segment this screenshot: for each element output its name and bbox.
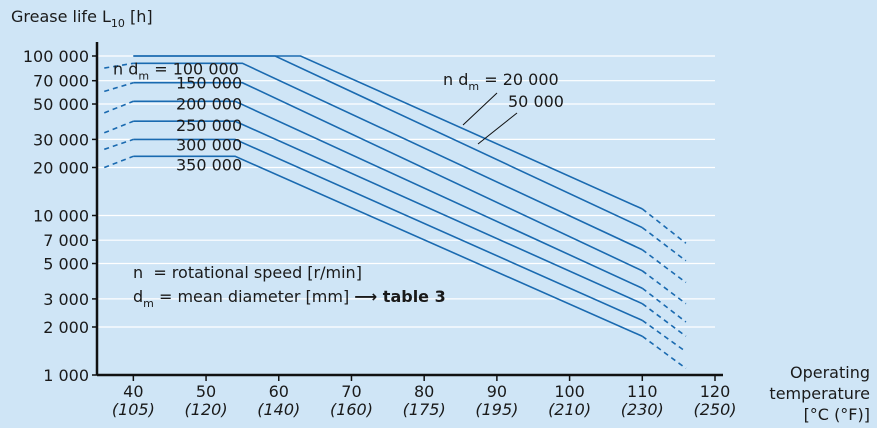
x-tick-label-fahrenheit: (250) bbox=[693, 400, 736, 419]
y-tick-label: 10 000 bbox=[33, 207, 89, 226]
series-label: 250 000 bbox=[176, 116, 242, 135]
series-extrapolation-dashed bbox=[641, 249, 687, 284]
y-tick-label: 30 000 bbox=[33, 130, 89, 149]
series-label: n dm = 100 000 bbox=[113, 59, 239, 82]
series-line bbox=[133, 138, 643, 322]
series-line bbox=[133, 155, 643, 337]
axes bbox=[95, 42, 723, 377]
x-tick-label: 100 bbox=[554, 382, 585, 401]
series-line bbox=[133, 81, 643, 272]
series-start-dashed bbox=[103, 120, 134, 134]
y-axis-title: Grease life L10 [h] bbox=[11, 7, 153, 30]
y-tick-label: 7 000 bbox=[43, 231, 89, 250]
x-axis-title-line1: Operating bbox=[790, 363, 870, 382]
y-tick-label: 2 000 bbox=[43, 318, 89, 337]
x-tick-label: 80 bbox=[414, 382, 434, 401]
series-line bbox=[133, 120, 643, 305]
note-mean-diameter: dm = mean diameter [mm] ⟶ table 3 bbox=[133, 287, 446, 310]
x-tick-label-fahrenheit: (160) bbox=[330, 400, 373, 419]
series-start-dashed bbox=[103, 155, 134, 169]
series-line bbox=[133, 62, 643, 251]
series-extrapolation-dashed bbox=[641, 226, 687, 262]
y-tick-label: 70 000 bbox=[33, 72, 89, 91]
x-tick-label-fahrenheit: (230) bbox=[621, 400, 664, 419]
x-tick-label-fahrenheit: (175) bbox=[403, 400, 446, 419]
series-line bbox=[133, 55, 643, 229]
series-extrapolation-dashed bbox=[641, 335, 687, 370]
series-extrapolation-dashed bbox=[641, 319, 687, 353]
series-label: 150 000 bbox=[176, 74, 242, 93]
series-start-dashed bbox=[104, 81, 134, 93]
note-rotational-speed: n = rotational speed [r/min] bbox=[133, 263, 362, 282]
x-tick-label: 40 bbox=[123, 382, 143, 401]
x-axis-title-line3: [°C (°F)] bbox=[804, 405, 870, 424]
x-tick-label-fahrenheit: (195) bbox=[475, 400, 518, 419]
x-tick-label: 70 bbox=[341, 382, 361, 401]
y-tick-labels: 1 000 2 000 3 000 5 000 7 000 10 000 20 000 30 … bbox=[23, 47, 97, 385]
series-label: 300 000 bbox=[176, 135, 242, 154]
x-axis-title-line2: temperature bbox=[769, 384, 870, 403]
x-tick-label-fahrenheit: (140) bbox=[257, 400, 300, 419]
x-tick-label: 110 bbox=[627, 382, 658, 401]
x-tick-label: 90 bbox=[487, 382, 507, 401]
y-tick-label: 100 000 bbox=[23, 47, 89, 66]
series-extrapolation-dashed bbox=[641, 287, 687, 323]
x-tick-label-fahrenheit: (120) bbox=[185, 400, 228, 419]
y-tick-label: 3 000 bbox=[43, 290, 89, 309]
series-extrapolation-dashed bbox=[641, 303, 687, 337]
callout-leader-20000 bbox=[462, 92, 498, 126]
x-tick-label: 50 bbox=[196, 382, 216, 401]
series-line bbox=[133, 100, 643, 289]
series-lines bbox=[103, 55, 687, 370]
series-label: 200 000 bbox=[176, 94, 242, 113]
y-tick-label: 20 000 bbox=[33, 158, 89, 177]
x-tick-label-fahrenheit: (105) bbox=[112, 400, 155, 419]
series-start-dashed bbox=[104, 62, 134, 69]
callout-leader-50000 bbox=[477, 112, 518, 145]
y-tick-label: 1 000 bbox=[43, 366, 89, 385]
series-label: 350 000 bbox=[176, 155, 242, 174]
x-tick-label-fahrenheit: (210) bbox=[548, 400, 591, 419]
series-start-dashed bbox=[104, 138, 134, 151]
x-tick-labels: 40(105) 50(120) 60(140) 70(160) 80(175) 90(19… bbox=[112, 375, 737, 419]
y-tick-label: 50 000 bbox=[33, 95, 89, 114]
callout-label-20000: n dm = 20 000 bbox=[443, 70, 559, 93]
x-tick-label: 60 bbox=[269, 382, 289, 401]
series-start-dashed bbox=[103, 100, 134, 114]
y-tick-label: 5 000 bbox=[43, 255, 89, 274]
callout-label-50000: 50 000 bbox=[508, 92, 564, 111]
x-tick-label: 120 bbox=[700, 382, 731, 401]
series-extrapolation-dashed bbox=[641, 208, 687, 244]
series-extrapolation-dashed bbox=[641, 270, 687, 305]
